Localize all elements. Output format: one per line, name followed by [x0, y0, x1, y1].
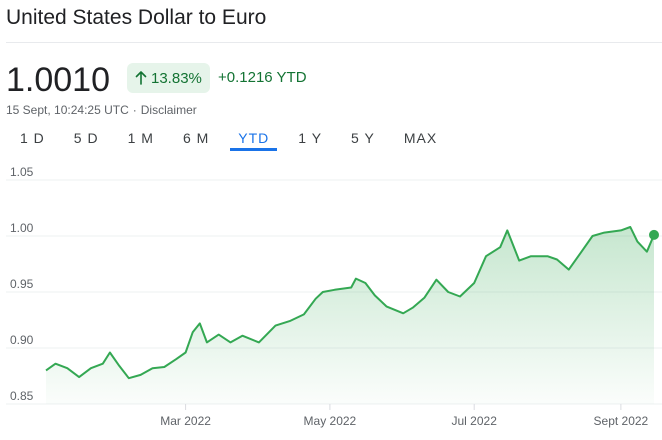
tab-1y[interactable]: 1 Y [298, 130, 323, 146]
tab-1m[interactable]: 1 M [127, 130, 154, 146]
y-tick-label: 0.95 [10, 277, 34, 291]
arrow-up-icon [135, 71, 147, 85]
page-title: United States Dollar to Euro [6, 6, 267, 29]
y-tick-label: 0.85 [10, 389, 34, 403]
percent-change-value: 13.83% [151, 69, 202, 87]
x-tick-label: Mar 2022 [160, 414, 211, 428]
meta-separator: · [132, 103, 137, 117]
price-area-fill [46, 227, 654, 404]
tab-6m[interactable]: 6 M [182, 130, 210, 146]
price-line [45, 226, 655, 380]
header-divider [6, 42, 662, 43]
x-tick-label: May 2022 [304, 414, 357, 428]
time-range-tabs: 1 D 5 D 1 M 6 M YTD 1 Y 5 Y MAX [12, 129, 458, 155]
tab-5d[interactable]: 5 D [73, 130, 99, 146]
current-price-point [649, 229, 659, 240]
quote-meta: 15 Sept, 10:24:25 UTC · Disclaimer [6, 103, 197, 117]
tab-max[interactable]: MAX [403, 130, 438, 146]
tab-5y[interactable]: 5 Y [351, 130, 375, 146]
x-tick-label: Sept 2022 [594, 414, 649, 428]
tab-1d[interactable]: 1 D [20, 130, 45, 146]
y-tick-label: 1.05 [10, 165, 34, 179]
tab-ytd[interactable]: YTD [230, 129, 278, 151]
x-tick-label: Jul 2022 [452, 414, 498, 428]
disclaimer-link[interactable]: Disclaimer [140, 103, 197, 117]
percent-change-badge: 13.83% [127, 63, 210, 93]
y-tick-label: 1.00 [10, 221, 34, 235]
absolute-change: +0.1216 YTD [218, 69, 307, 86]
current-price: 1.0010 [6, 61, 110, 99]
exchange-rate-chart[interactable]: 0.85 0.90 0.95 1.00 1.05 Mar 2022 May 2022 Jul… [0, 160, 662, 440]
quote-timestamp: 15 Sept, 10:24:25 UTC [6, 103, 129, 117]
y-tick-label: 0.90 [10, 333, 34, 347]
